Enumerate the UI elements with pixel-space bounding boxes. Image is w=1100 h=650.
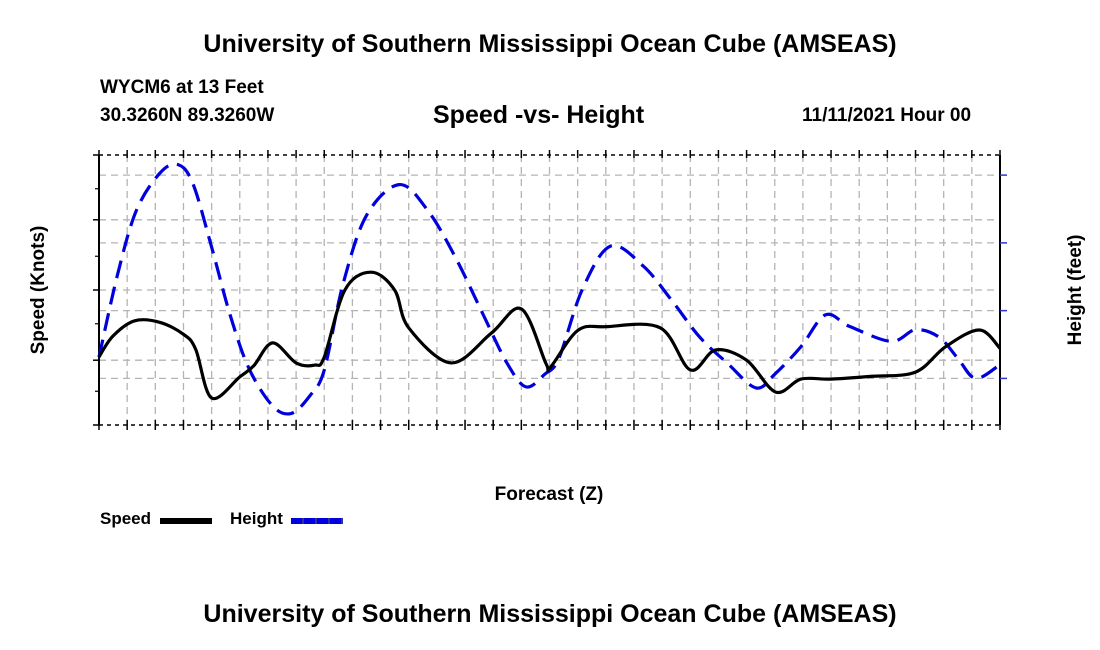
legend-height-label: Height xyxy=(230,509,283,528)
main-title: University of Southern Mississippi Ocean… xyxy=(203,30,897,58)
series-line-speed xyxy=(97,270,1002,401)
x-axis-label: Forecast (Z) xyxy=(495,484,604,505)
axis-ticks xyxy=(93,150,1007,430)
series-line-height xyxy=(97,162,1001,416)
series-lines xyxy=(97,162,1002,416)
run-time-label: 11/11/2021 Hour 00 xyxy=(802,105,972,126)
station-label: WYCM6 at 13 Feet xyxy=(100,77,264,98)
coordinates-label: 30.3260N 89.3260W xyxy=(100,105,275,126)
footer-title: University of Southern Mississippi Ocean… xyxy=(203,600,897,628)
y-axis-label: Speed (Knots) xyxy=(28,226,49,355)
legend-speed-swatch xyxy=(160,518,212,524)
legend-height-swatch xyxy=(291,518,343,524)
chart-title: Speed -vs- Height xyxy=(433,101,645,129)
legend-speed-label: Speed xyxy=(100,509,152,528)
y2-axis-label: Height (feet) xyxy=(1065,235,1086,346)
